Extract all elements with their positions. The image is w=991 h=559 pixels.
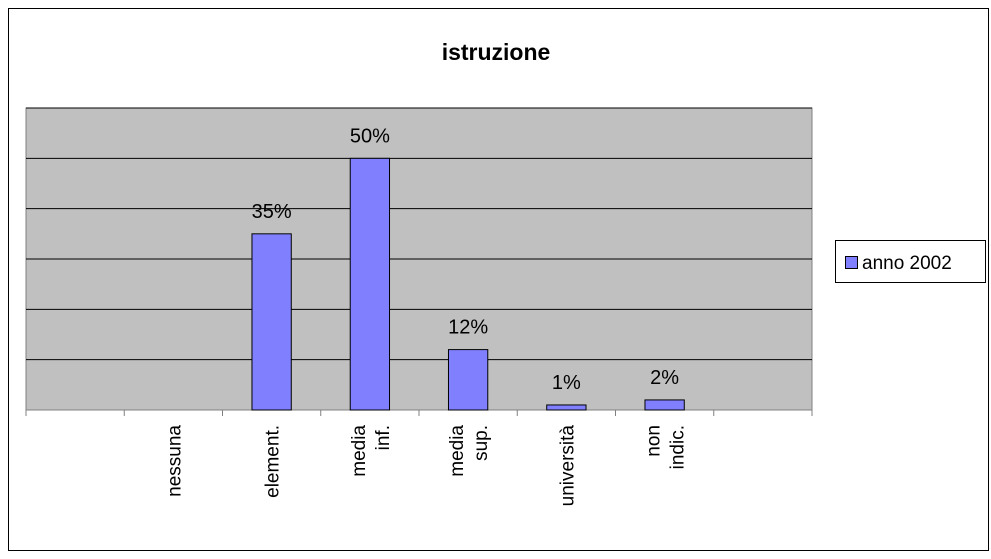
x-tick-label: media [349, 425, 370, 477]
legend-label: anno 2002 [862, 253, 952, 274]
data-label: 35% [252, 201, 292, 223]
x-tick-label: sup. [471, 425, 492, 461]
data-label: 1% [552, 372, 581, 394]
bar [447, 349, 489, 411]
data-label: 12% [448, 317, 488, 339]
x-tick-label: nessuna [164, 425, 185, 497]
x-tick-label: non [644, 425, 665, 457]
x-tick-label: indic. [668, 425, 689, 469]
data-label: 50% [350, 125, 390, 147]
bar [644, 399, 685, 411]
x-tick-label: element. [263, 425, 284, 498]
bar [349, 157, 391, 411]
chart-title: istruzione [442, 39, 551, 65]
bar [251, 233, 292, 411]
data-label: 2% [650, 367, 679, 389]
x-tick-label: media [447, 425, 468, 477]
x-tick-label: università [557, 425, 578, 507]
legend-box [835, 240, 986, 283]
x-tick-label: inf. [373, 425, 394, 450]
legend-swatch [845, 256, 858, 269]
bar [546, 404, 587, 411]
